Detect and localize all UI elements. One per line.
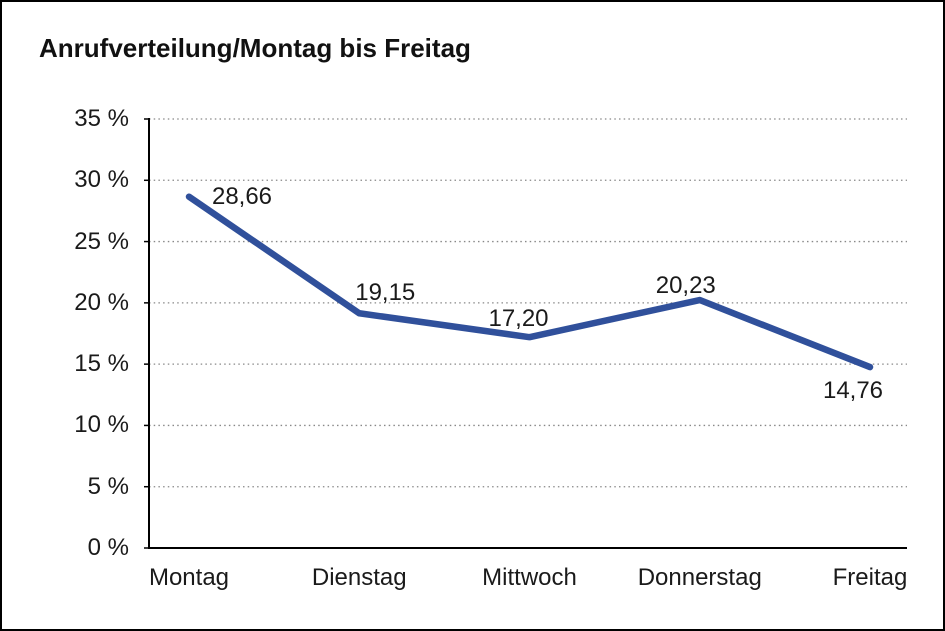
- x-axis-category-label: Freitag: [832, 564, 908, 591]
- y-axis-tick-label: 10 %: [74, 411, 129, 439]
- y-axis-tick-label: 0 %: [87, 534, 129, 561]
- x-axis-category-label: Montag: [148, 564, 230, 591]
- y-axis-tick-label: 25 %: [74, 227, 129, 255]
- y-axis-tick-label: 15 %: [74, 350, 129, 378]
- data-point-value-label: 17,20: [488, 305, 549, 333]
- data-point-value-label: 28,66: [211, 182, 273, 210]
- data-point-value-label: 14,76: [822, 377, 884, 405]
- y-axis-tick-label: 5 %: [87, 472, 129, 500]
- x-axis-category-label: Dienstag: [311, 564, 407, 591]
- y-axis-tick-label: 20 %: [74, 288, 129, 316]
- data-point-value-label: 19,15: [355, 279, 416, 307]
- y-axis-tick-label: 30 %: [74, 166, 129, 194]
- data-series-line: [185, 193, 874, 371]
- data-point-value-label: 20,23: [655, 272, 716, 300]
- y-axis-tick-label: 35 %: [74, 105, 129, 132]
- x-axis-category-label: Mittwoch: [482, 564, 577, 591]
- chart-title: Anrufverteilung/Montag bis Freitag: [39, 33, 471, 63]
- x-axis-category-label: Donnerstag: [637, 564, 762, 591]
